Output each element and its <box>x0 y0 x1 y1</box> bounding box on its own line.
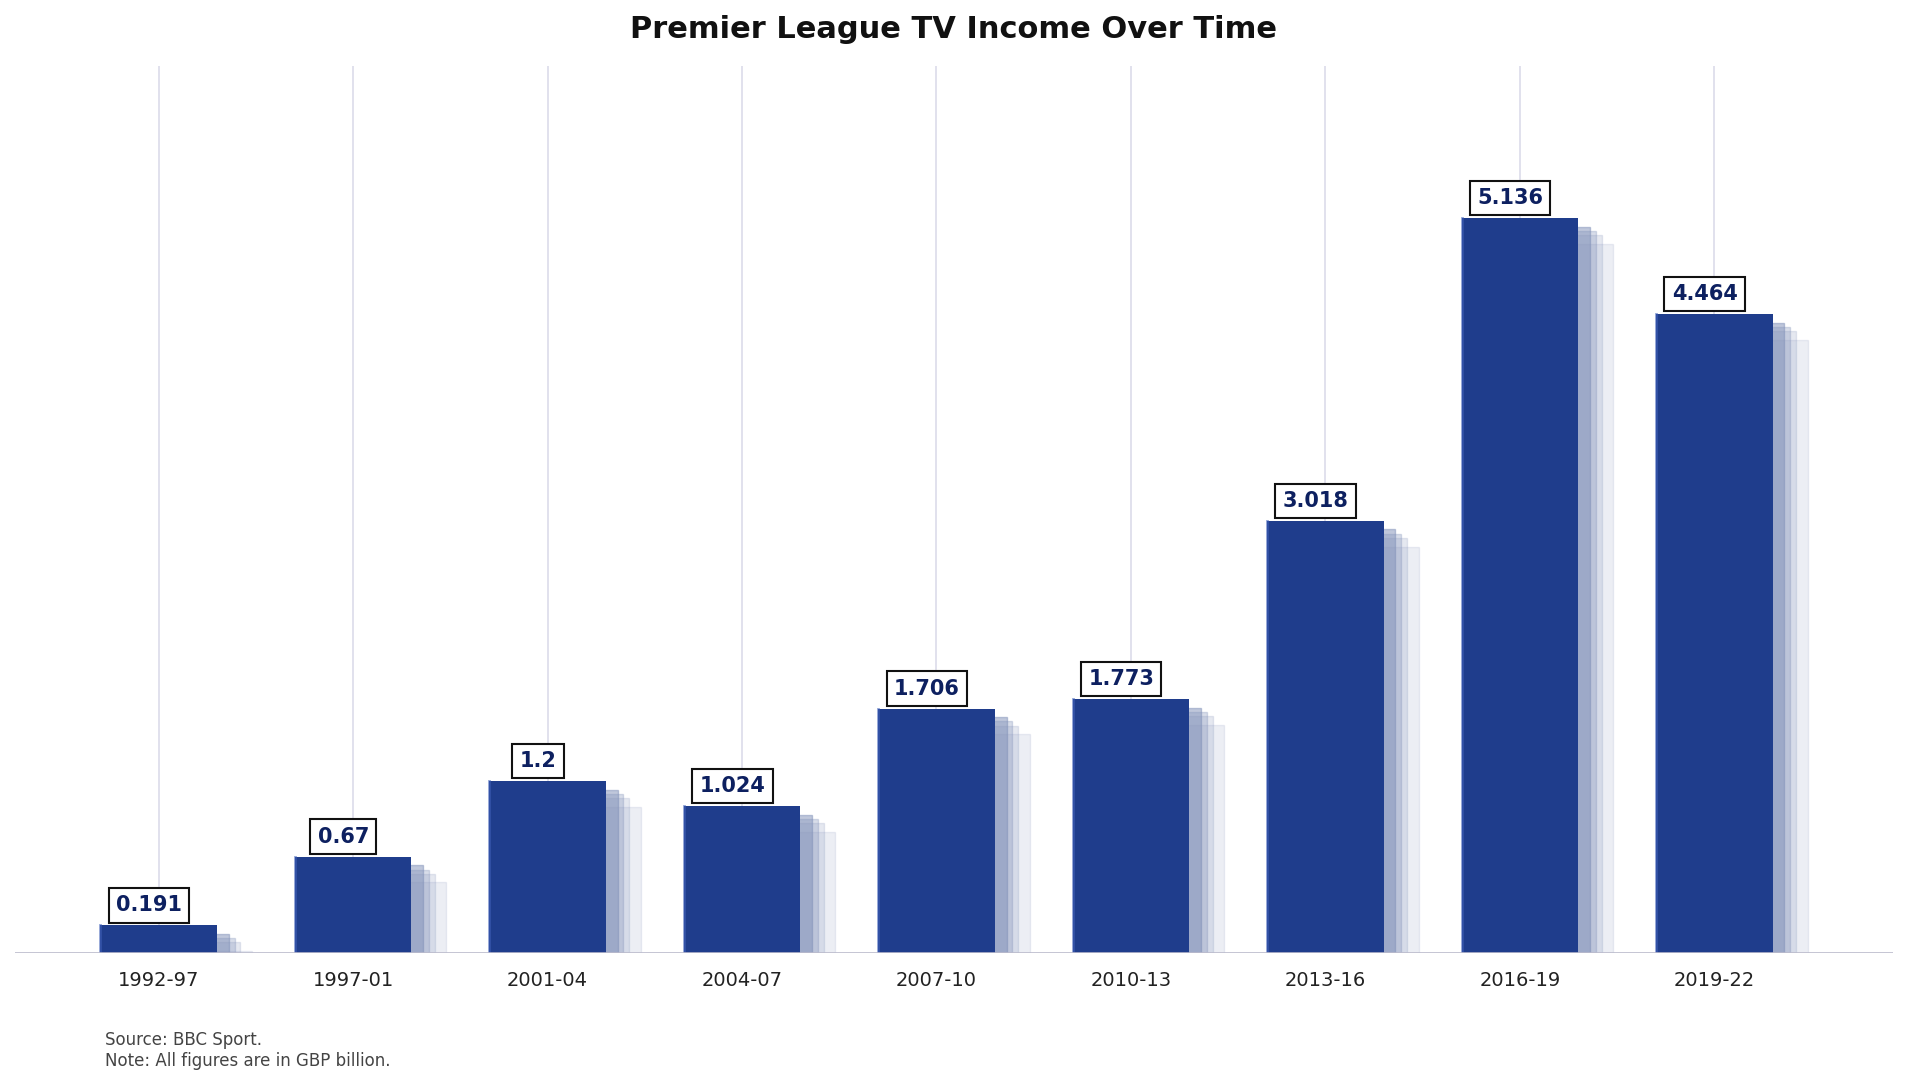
Bar <box>488 780 606 952</box>
Bar <box>524 806 641 978</box>
Bar <box>296 857 412 952</box>
Text: 4.464: 4.464 <box>1671 284 1737 304</box>
Bar <box>1478 231 1594 965</box>
Bar <box>1690 339 1806 978</box>
Text: 1.024: 1.024 <box>700 776 765 796</box>
Bar <box>330 882 446 978</box>
Bar <box>1678 331 1794 970</box>
Text: 1.2: 1.2 <box>519 751 557 771</box>
Text: 0.67: 0.67 <box>318 827 368 846</box>
Bar <box>1301 547 1419 978</box>
Bar <box>1095 716 1213 970</box>
Bar <box>694 815 812 961</box>
Bar <box>1672 326 1789 965</box>
Text: Source: BBC Sport.
Note: All figures are in GBP billion.: Source: BBC Sport. Note: All figures are… <box>105 1031 391 1070</box>
Bar <box>507 793 624 965</box>
Bar <box>113 934 229 961</box>
Bar <box>307 865 423 961</box>
Bar <box>1278 530 1394 961</box>
Bar <box>318 873 435 970</box>
Bar <box>707 824 824 970</box>
Bar <box>1289 538 1405 970</box>
Bar <box>894 721 1013 965</box>
Bar <box>1266 521 1383 952</box>
Bar <box>1108 724 1224 978</box>
Bar <box>502 789 618 961</box>
Bar <box>900 725 1018 970</box>
Bar <box>1495 243 1611 978</box>
Bar <box>889 717 1007 961</box>
Text: 0.191: 0.191 <box>116 895 181 916</box>
Bar <box>124 943 240 970</box>
Bar <box>1072 699 1188 952</box>
Bar <box>118 938 235 965</box>
Title: Premier League TV Income Over Time: Premier League TV Income Over Time <box>629 15 1278 44</box>
Bar <box>683 806 799 952</box>
Bar <box>877 708 994 952</box>
Text: 5.136: 5.136 <box>1476 188 1543 208</box>
Bar <box>719 832 835 978</box>
Bar <box>913 734 1030 978</box>
Bar <box>702 819 818 965</box>
Bar <box>1083 708 1200 961</box>
Bar <box>513 798 629 970</box>
Bar <box>1484 236 1600 970</box>
Bar <box>135 951 252 978</box>
Text: 1.773: 1.773 <box>1087 669 1154 689</box>
Text: 1.706: 1.706 <box>892 679 959 698</box>
Bar <box>1283 534 1400 965</box>
Bar <box>1667 322 1783 961</box>
Text: 3.018: 3.018 <box>1282 491 1348 511</box>
Bar <box>1655 315 1772 952</box>
Bar <box>101 925 217 952</box>
Bar <box>313 869 429 965</box>
Bar <box>1472 227 1589 961</box>
Bar <box>1089 712 1205 965</box>
Bar <box>1461 218 1577 952</box>
